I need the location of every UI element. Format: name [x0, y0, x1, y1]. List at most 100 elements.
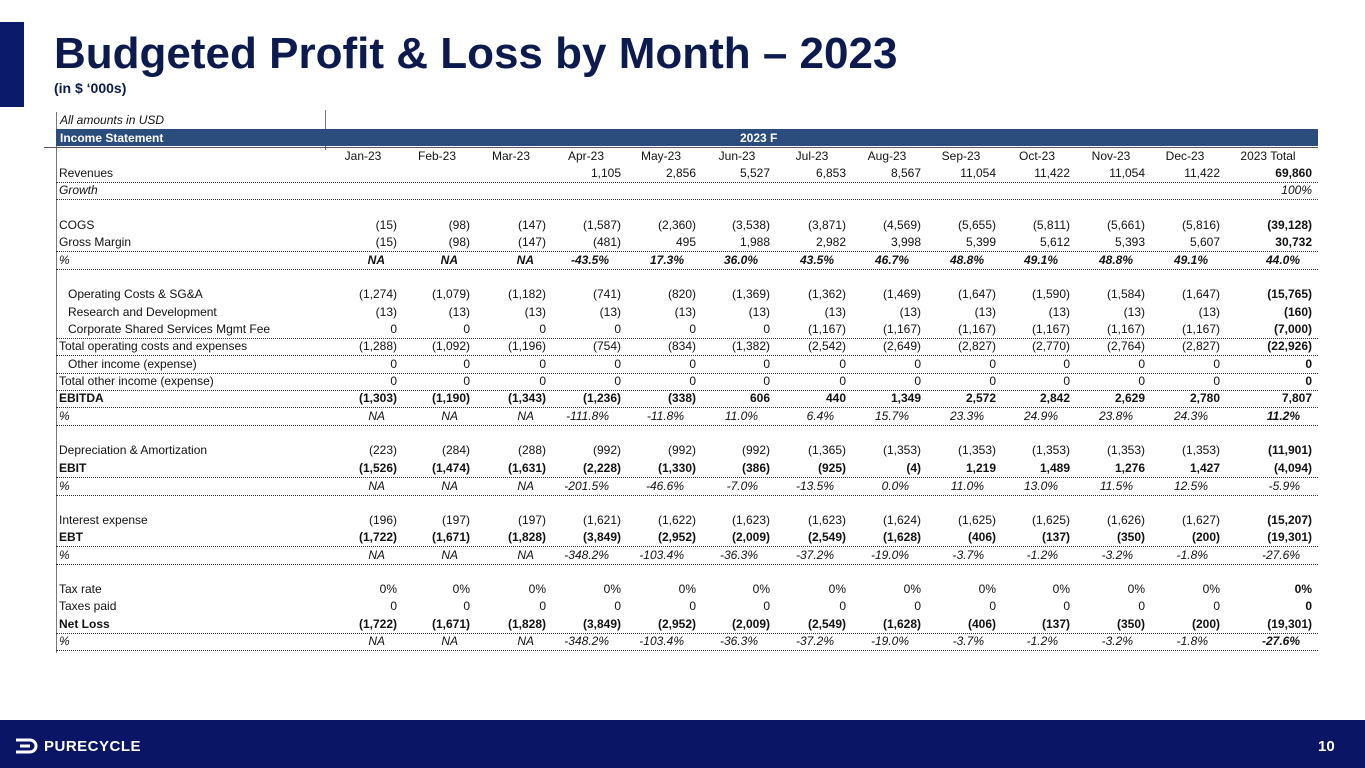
cell: -36.3% [719, 634, 758, 648]
cell: (7,000) [1273, 322, 1312, 336]
cell: (3,849) [582, 617, 621, 631]
cell: (1,182) [507, 287, 546, 301]
cell: (2,827) [957, 339, 996, 353]
cell: (1,623) [731, 513, 770, 527]
cell: 13.0% [1023, 479, 1058, 493]
cell: (13) [824, 305, 846, 319]
cell: (1,474) [431, 461, 470, 475]
cell: NA [368, 479, 385, 493]
cell: (4,094) [1273, 461, 1312, 475]
cell: -5.9% [1268, 479, 1300, 493]
cell: (1,167) [807, 322, 846, 336]
cell: (1,626) [1106, 513, 1145, 527]
cell: 2,982 [815, 235, 846, 249]
cell: (1,274) [358, 287, 397, 301]
cell: 24.3% [1173, 409, 1208, 423]
cell: (13) [524, 305, 546, 319]
cell: (13) [599, 305, 621, 319]
cell: (3,538) [731, 218, 770, 232]
cell: NA [441, 548, 458, 562]
cell: (1,722) [358, 617, 397, 631]
cell: (19,301) [1267, 617, 1312, 631]
cell: (1,828) [507, 617, 546, 631]
cell: (15) [375, 235, 397, 249]
cell: (1,587) [582, 218, 621, 232]
cell: (1,647) [957, 287, 996, 301]
cell: (1,623) [807, 513, 846, 527]
cell: (223) [368, 443, 397, 457]
accent-bar [0, 22, 24, 107]
column-header: Apr-23 [567, 149, 605, 163]
cell: 0 [989, 374, 996, 388]
row-rule [56, 425, 1318, 426]
cell: -103.4% [639, 634, 684, 648]
cell: (5,816) [1181, 218, 1220, 232]
cell: 0 [1063, 599, 1070, 613]
cell: (1,627) [1181, 513, 1220, 527]
cell: (834) [667, 339, 696, 353]
left-rule [56, 112, 57, 653]
cell: NA [368, 634, 385, 648]
cell: 0 [1138, 599, 1145, 613]
row-rule [56, 495, 1318, 496]
cell: 0 [914, 357, 921, 371]
cell: -36.3% [719, 548, 758, 562]
cell: (1,092) [431, 339, 470, 353]
row-label: % [59, 634, 70, 648]
cell: (741) [592, 287, 621, 301]
cell: 6.4% [806, 409, 834, 423]
cell: 43.5% [799, 253, 834, 267]
cell: 0 [1213, 357, 1220, 371]
page-number: 10 [1318, 738, 1335, 755]
cell: (5,811) [1032, 218, 1070, 232]
cell: -3.2% [1101, 634, 1133, 648]
cell: (2,649) [882, 339, 921, 353]
cell: 11.0% [724, 409, 758, 423]
column-header: Jun-23 [718, 149, 756, 163]
cell: 44.0% [1265, 253, 1300, 267]
column-header: Feb-23 [417, 149, 457, 163]
cell: 0 [463, 599, 470, 613]
cell: -19.0% [870, 548, 909, 562]
cell: 0 [914, 374, 921, 388]
cell: (1,382) [731, 339, 770, 353]
row-rule [56, 564, 1318, 565]
cell: (1,625) [957, 513, 996, 527]
cell: (2,549) [807, 530, 846, 544]
cell: (1,625) [1031, 513, 1070, 527]
cell: 0 [614, 599, 621, 613]
cell: (1,624) [882, 513, 921, 527]
cell: 11.0% [950, 479, 984, 493]
cell: (137) [1041, 530, 1070, 544]
row-label: EBT [59, 530, 83, 544]
cell: (19,301) [1267, 530, 1312, 544]
cell: (2,827) [1181, 339, 1220, 353]
cell: (5,661) [1106, 218, 1145, 232]
cell: 0 [689, 374, 696, 388]
cell: 0 [390, 357, 397, 371]
cell: 0 [689, 599, 696, 613]
cell: -37.2% [795, 634, 834, 648]
cell: -27.6% [1261, 634, 1300, 648]
row-rule [56, 355, 1318, 356]
cell: 0 [614, 374, 621, 388]
cell: (147) [517, 218, 546, 232]
cell: (1,190) [431, 391, 470, 405]
row-label: Tax rate [59, 582, 102, 596]
cell: -201.5% [564, 479, 609, 493]
cell: 23.8% [1098, 409, 1133, 423]
cell: (3,849) [582, 530, 621, 544]
cell: (197) [517, 513, 546, 527]
row-rule [56, 477, 1318, 478]
column-header: May-23 [640, 149, 681, 163]
column-header: Dec-23 [1165, 149, 1205, 163]
cell: 2,842 [1039, 391, 1070, 405]
cell: 11.5% [1099, 479, 1133, 493]
cell: 0% [603, 582, 621, 596]
cell: (754) [592, 339, 621, 353]
cell: 15.7% [874, 409, 909, 423]
cell: (13) [674, 305, 696, 319]
cell: 0 [763, 374, 770, 388]
cell: 0 [1213, 374, 1220, 388]
